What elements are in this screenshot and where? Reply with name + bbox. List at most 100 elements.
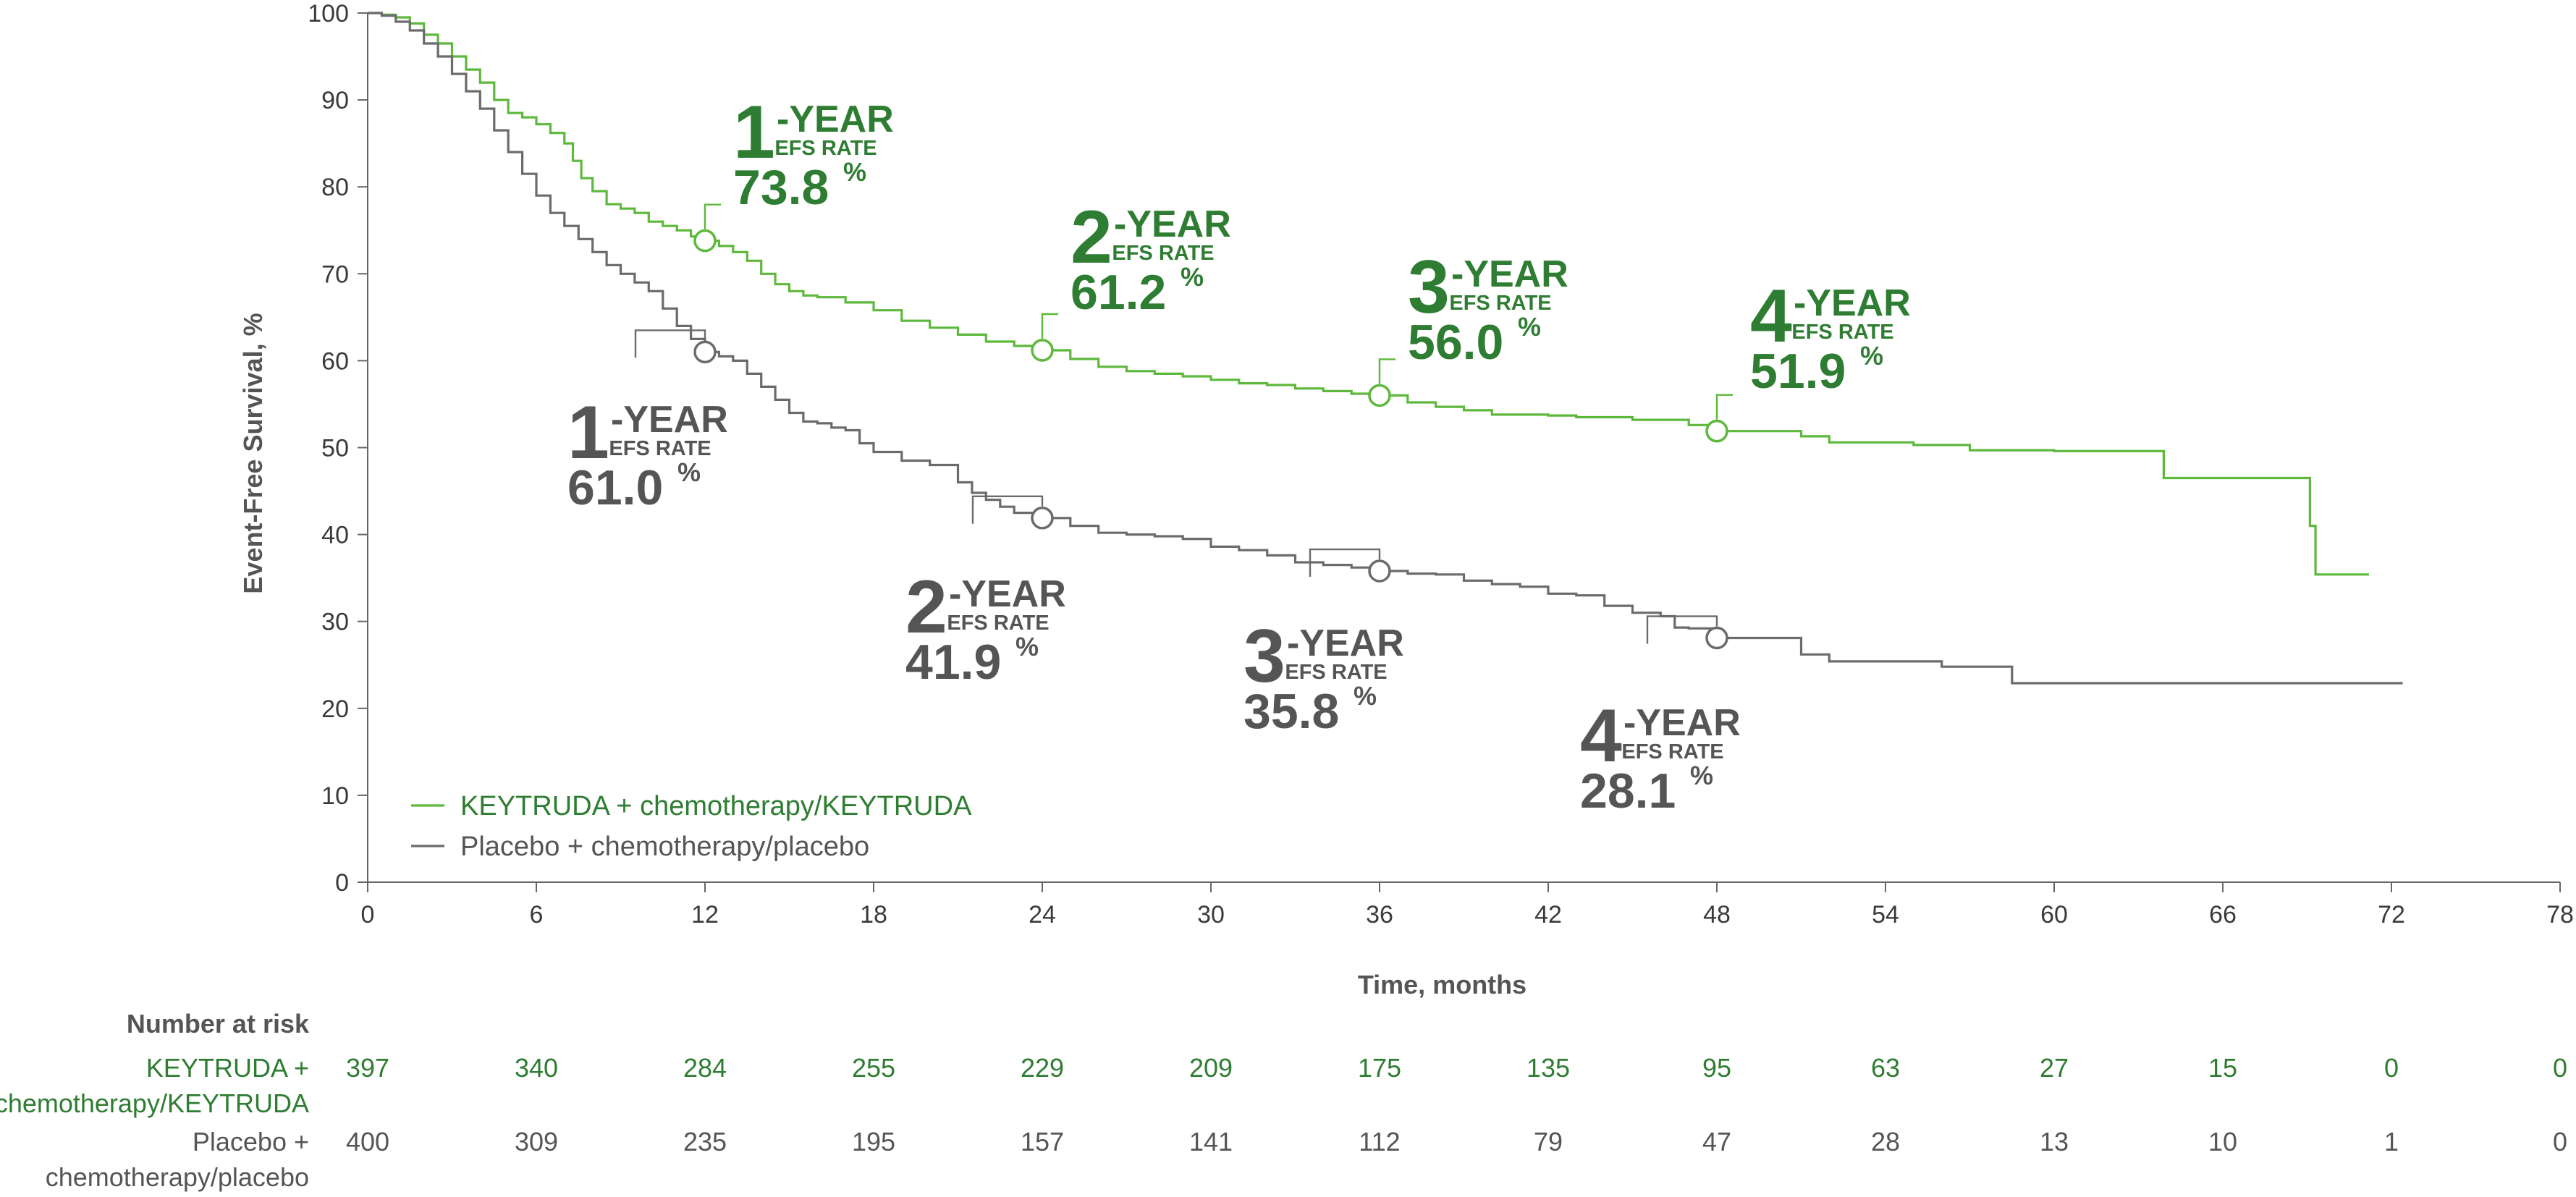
keytruda-legend-label: KEYTRUDA + chemotherapy/KEYTRUDA [460,791,972,821]
risk-count: 309 [515,1127,558,1156]
risk-count: 284 [683,1053,727,1083]
annotation-rate-percent: % [1181,262,1204,292]
annotation-rate-value: 51.9 [1750,344,1846,399]
y-tick-label: 50 [321,435,349,462]
placebo-annotation-marker [1031,507,1054,530]
annotation-year-label: -YEAR [1794,282,1911,324]
risk-count: 175 [1358,1053,1401,1083]
annotation-rate-percent: % [1354,681,1377,711]
risk-count: 27 [2040,1053,2069,1083]
annotation-rate-percent: % [1860,341,1883,371]
annotation-year-label: -YEAR [777,98,894,140]
x-tick-label: 30 [1197,901,1225,929]
annotation-year-label: -YEAR [1287,622,1404,664]
annotation-rate-percent: % [1518,312,1541,342]
keytruda-annotation-leader [1715,394,1733,420]
annotation-efs-label: EFS RATE [947,612,1049,635]
annotation-year-number: 4 [1580,694,1622,778]
x-tick-label: 0 [361,901,375,929]
risk-count: 209 [1189,1053,1233,1083]
annotation-rate-value: 35.8 [1243,684,1339,739]
x-tick-label: 12 [691,901,719,929]
keytruda-annotation-marker [1031,339,1054,362]
risk-count: 141 [1189,1127,1233,1156]
y-tick-label: 30 [321,609,349,636]
y-tick-label: 90 [321,87,349,114]
annotation-year-label: -YEAR [1114,203,1231,245]
annotation-rate-value: 28.1 [1580,764,1676,819]
risk-count: 229 [1021,1053,1064,1083]
keytruda-annotation-leader [704,203,721,229]
annotation-year-number: 4 [1750,274,1792,358]
risk-count: 397 [346,1053,389,1083]
risk-count: 63 [1871,1053,1900,1083]
risk-count: 1 [2384,1127,2399,1156]
annotation-efs-label: EFS RATE [1791,321,1893,344]
risk-count: 112 [1359,1127,1400,1156]
x-tick-label: 78 [2546,901,2574,929]
keytruda-annotation-marker [693,229,717,253]
risk-count: 157 [1021,1127,1064,1156]
annotation-year-number: 2 [1070,195,1112,279]
risk-count: 0 [2384,1053,2399,1083]
placebo-annotation-marker [1705,626,1728,650]
y-axis-title: Event-Free Survival, % [238,313,268,593]
annotation-year-label: -YEAR [949,573,1066,615]
x-tick-label: 18 [860,901,887,929]
risk-count: 47 [1702,1127,1731,1156]
annotation-rate-value: 61.0 [567,460,663,515]
risk-row-label: chemotherapy/KEYTRUDA [0,1088,309,1118]
placebo-annotation-marker [693,340,717,364]
annotation-efs-label: EFS RATE [774,137,877,160]
placebo-annotation-leader [634,329,706,358]
annotation-year-label: -YEAR [1623,702,1741,744]
placebo-legend-label: Placebo + chemotherapy/placebo [460,832,869,862]
x-tick-label: 6 [530,901,544,929]
keytruda-annotation-leader [1378,358,1395,384]
annotation-efs-label: EFS RATE [1112,242,1214,265]
risk-count: 79 [1534,1127,1563,1156]
y-tick-label: 60 [321,347,349,375]
x-axis-title: Time, months [1358,970,1526,999]
risk-count: 95 [1702,1053,1731,1083]
x-tick-label: 42 [1534,901,1562,929]
x-tick-label: 24 [1029,901,1056,929]
annotation-year-label: -YEAR [1451,253,1568,295]
annotation-year-number: 3 [1408,245,1450,329]
risk-count: 135 [1526,1053,1570,1083]
keytruda-survival-curve [368,12,2369,576]
risk-row-label: Placebo + [193,1127,309,1156]
y-tick-label: 20 [321,695,349,723]
annotation-efs-label: EFS RATE [1285,661,1387,684]
annotation-rate-percent: % [1015,632,1039,661]
x-tick-label: 36 [1366,901,1393,929]
risk-table-title: Number at risk [127,1009,310,1039]
x-tick-label: 60 [2040,901,2068,929]
risk-count: 235 [683,1127,727,1156]
annotation-rate-value: 73.8 [733,160,829,215]
placebo-annotation-leader [1646,615,1718,644]
risk-count: 400 [346,1127,389,1156]
annotation-efs-label: EFS RATE [1449,292,1551,315]
annotation-rate-percent: % [1690,761,1713,790]
placebo-survival-curve [368,12,2403,685]
annotation-rate-percent: % [677,457,701,487]
x-tick-label: 48 [1703,901,1731,929]
y-tick-label: 80 [321,174,349,201]
annotation-efs-label: EFS RATE [1621,740,1723,764]
y-tick-label: 70 [321,261,349,288]
annotation-rate-value: 56.0 [1408,315,1503,370]
y-tick-label: 40 [321,522,349,549]
annotation-year-label: -YEAR [611,399,728,441]
y-tick-label: 10 [321,782,349,810]
annotation-year-number: 1 [733,90,775,174]
annotation-rate-value: 61.2 [1070,265,1166,320]
risk-count: 28 [1871,1127,1900,1156]
annotation-year-number: 3 [1243,614,1285,698]
risk-count: 15 [2208,1053,2237,1083]
risk-row-label: KEYTRUDA + [146,1053,309,1083]
risk-count: 0 [2553,1053,2567,1083]
annotation-rate-value: 41.9 [905,635,1001,690]
